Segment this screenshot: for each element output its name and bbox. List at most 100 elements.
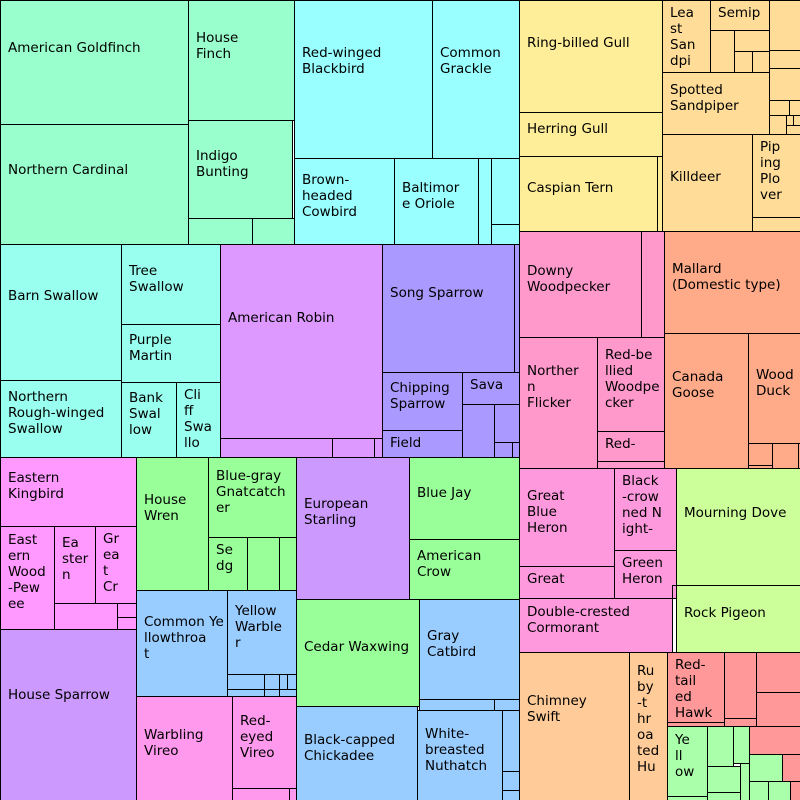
treemap-cell: Bank Swal low — [121, 382, 177, 458]
treemap-cell-label: Ring-billed Gull — [527, 35, 630, 51]
treemap-cell-label: East ern Wood -Pew ee — [8, 532, 46, 612]
treemap-cell-minor — [789, 100, 800, 116]
treemap-cell: Norther n Flicker — [519, 337, 598, 469]
treemap-cell: Gr ea t Cr — [95, 526, 137, 604]
treemap-cell: Field — [382, 430, 463, 458]
treemap-cell-label: Sava — [470, 377, 504, 393]
treemap-cell-label: Double-crested Cormorant — [527, 604, 630, 636]
treemap-cell-minor — [188, 218, 253, 245]
treemap-cell-minor — [641, 231, 665, 338]
treemap-cell-label: Black-capped Chickadee — [304, 732, 396, 764]
treemap-cell-label: Warbling Vireo — [144, 727, 204, 759]
treemap-cell: Tree Swallow — [121, 244, 221, 325]
treemap-cell-label: Ea ster n — [62, 535, 89, 583]
treemap-cell: Ring-billed Gull — [519, 0, 663, 113]
treemap-cell: Caspian Tern — [519, 156, 658, 232]
treemap-cell-label: Barn Swallow — [8, 288, 99, 304]
treemap-cell: House Wren — [136, 457, 209, 591]
treemap-cell: Blue-gray Gnatcatch er — [208, 457, 297, 538]
treemap-cell: Common Ye llowthroa t — [136, 590, 228, 697]
treemap-cell: Cli ff Swa llo — [176, 382, 221, 458]
treemap-cell-label: Eastern Kingbird — [8, 470, 64, 502]
treemap-cell-label: Brown- headed Cowbird — [302, 172, 357, 220]
treemap-cell: Wood Duck — [748, 333, 800, 444]
treemap-cell-label: Gray Catbird — [427, 628, 477, 660]
treemap-cell-minor — [724, 652, 757, 719]
treemap-cell: Blue Jay — [409, 457, 520, 540]
treemap-cell: Ru by -t hr oa ted Hu — [629, 652, 668, 800]
treemap-cell: Yellow Warble r — [227, 590, 297, 675]
treemap-cell-minor — [289, 788, 297, 800]
treemap-cell-minor — [287, 674, 297, 690]
treemap-cell-label: Black -crow ned N ight- — [622, 473, 662, 537]
treemap-cell: Pip ing Plo ver — [752, 134, 800, 218]
treemap-cell: Northern Rough-winged Swallow — [0, 380, 122, 458]
treemap-cell: Cedar Waxwing — [296, 599, 420, 707]
treemap-cell-minor — [232, 788, 290, 800]
treemap-cell-label: House Wren — [144, 492, 187, 524]
treemap-cell-label: Ye ll ow — [675, 732, 695, 780]
treemap-cell: Indigo Bunting — [188, 120, 293, 219]
treemap-cell-minor — [769, 68, 800, 101]
treemap-cell-minor — [749, 781, 769, 800]
treemap-cell-minor — [502, 771, 520, 791]
treemap-cell-minor — [752, 51, 770, 73]
treemap-cell-minor — [772, 443, 799, 469]
treemap-cell-label: Ru by -t hr oa ted Hu — [637, 663, 660, 775]
treemap-cell-minor — [734, 30, 770, 52]
treemap-cell-minor — [749, 754, 783, 782]
treemap-cell: Red- — [597, 431, 665, 462]
treemap-cell: European Starling — [296, 457, 410, 600]
treemap-cell-label: White- breasted Nuthatch — [425, 726, 488, 774]
treemap-cell-minor — [227, 674, 265, 690]
treemap-cell-minor — [462, 404, 495, 458]
treemap-cell-label: European Starling — [304, 496, 369, 528]
treemap-cell: White- breasted Nuthatch — [417, 710, 503, 800]
treemap-cell-label: House Finch — [196, 30, 239, 62]
treemap-cell-minor — [756, 652, 800, 693]
treemap-cell: Green Heron — [614, 550, 677, 599]
treemap-cell-minor — [491, 224, 520, 245]
treemap-cell-label: Red-winged Blackbird — [302, 45, 382, 77]
treemap-cell: Herring Gull — [519, 112, 663, 157]
treemap-cell: Brown- headed Cowbird — [294, 158, 395, 245]
treemap-cell: American Robin — [220, 244, 383, 439]
treemap-cell-label: Gr ea t Cr — [103, 531, 120, 595]
treemap-cell-label: Tree Swallow — [129, 263, 184, 295]
treemap-cell-label: American Crow — [417, 548, 482, 580]
treemap-cell: Northern Cardinal — [0, 124, 189, 245]
treemap-cell-label: Purple Martin — [129, 332, 173, 364]
treemap-cell: American Goldfinch — [0, 0, 189, 125]
treemap-cell: Great — [519, 566, 615, 599]
treemap-cell: Barn Swallow — [0, 244, 122, 381]
treemap-cell: Baltimor e Oriole — [394, 158, 479, 245]
treemap-cell-label: Common Grackle — [440, 45, 501, 77]
treemap-cell-label: Red-be llied Woodpe cker — [605, 347, 660, 411]
treemap-cell-minor — [54, 603, 118, 630]
treemap-cell-minor — [667, 796, 708, 800]
treemap-cell-label: Cedar Waxwing — [304, 639, 410, 655]
treemap-cell: Black -crow ned N ight- — [614, 468, 677, 551]
treemap-cell-minor — [264, 674, 280, 690]
treemap-cell-label: Baltimor e Oriole — [402, 180, 460, 212]
treemap-cell-minor — [769, 115, 787, 135]
treemap-cell-label: Caspian Tern — [527, 180, 614, 196]
treemap-cell-minor — [502, 790, 520, 800]
treemap-cell-minor — [769, 50, 800, 69]
treemap-cell: Ye ll ow — [667, 726, 708, 797]
treemap-cell-label: Chipping Sparrow — [390, 380, 450, 412]
treemap-cell-label: Canada Goose — [672, 369, 724, 401]
treemap-cell-label: Pip ing Plo ver — [760, 139, 782, 203]
treemap-cell-label: Red- — [605, 436, 636, 452]
treemap-cell-minor — [502, 710, 520, 772]
treemap-cell: Black-capped Chickadee — [296, 706, 418, 800]
treemap-cell-label: Field — [390, 435, 422, 451]
treemap-cell-minor — [790, 781, 800, 800]
treemap-cell-minor — [332, 438, 375, 458]
treemap-cell: Mourning Dove — [676, 468, 800, 586]
treemap-cell-label: Bank Swal low — [129, 390, 163, 438]
treemap-cell: Warbling Vireo — [136, 696, 233, 800]
treemap-cell: Canada Goose — [664, 333, 749, 469]
treemap-cell: House Sparrow — [0, 629, 137, 800]
